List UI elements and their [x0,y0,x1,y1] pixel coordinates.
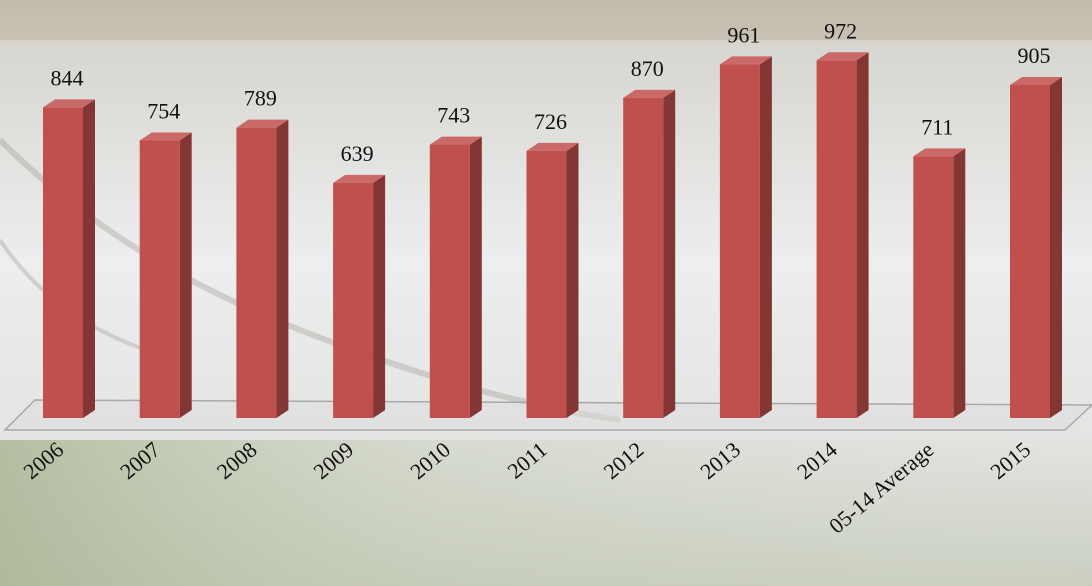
bar-top [139,132,192,141]
value-label: 639 [341,141,374,166]
value-label: 844 [51,65,84,90]
bar-top [816,52,869,61]
value-label: 961 [727,22,760,47]
bar-side [276,119,289,418]
value-label: 754 [147,99,180,124]
bar-top [429,136,482,145]
bar [719,64,760,419]
bar-side [953,148,966,419]
bar [429,144,470,419]
bar-top [913,148,966,157]
bar-top [623,89,676,98]
bar [139,140,180,418]
bar [526,150,567,418]
value-label: 789 [244,86,277,111]
bar-side [759,56,772,419]
bar [913,156,954,419]
bar [1010,84,1050,419]
bar [333,182,374,418]
value-label: 870 [631,56,664,81]
bar-side [469,136,482,419]
bar [236,127,277,418]
bar [816,60,857,418]
bar-top [43,99,95,108]
bar-side [83,99,95,419]
bar [623,97,664,418]
bar-side [1050,76,1062,419]
bar-side [373,174,386,418]
value-label: 743 [437,103,470,128]
bar-top [526,142,579,151]
bar-side [663,89,676,418]
bar [43,107,83,419]
value-label: 726 [534,109,567,134]
bar-top [236,119,289,128]
bar-top [1010,76,1062,85]
bar-top [333,174,386,183]
value-label: 972 [824,18,857,43]
bar-side [179,132,192,418]
bar-side [566,142,579,418]
bar-side [856,52,869,418]
value-label: 905 [1018,43,1051,68]
value-label: 711 [921,114,953,139]
bar-top [719,56,772,65]
